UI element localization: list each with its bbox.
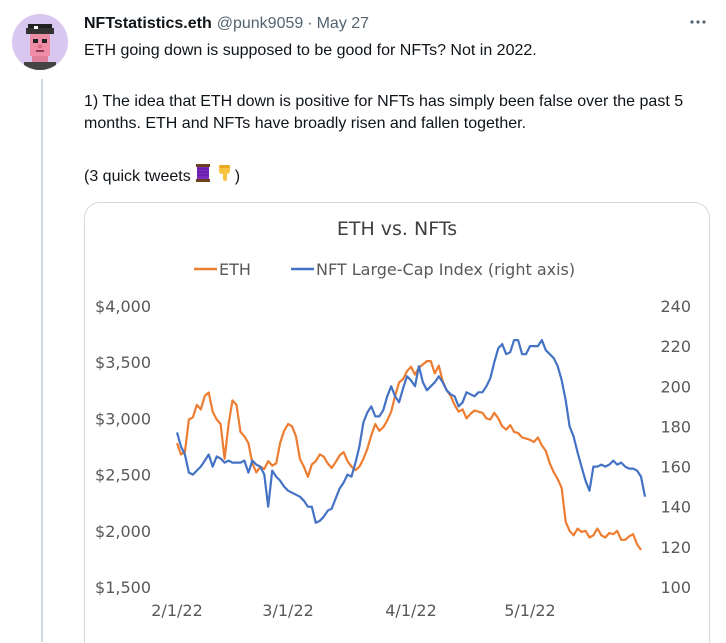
x-axis-tick-label: 3/1/22 xyxy=(262,601,314,620)
tweet-paragraph-3: (3 quick tweets ) xyxy=(84,163,240,190)
thread-connector-line xyxy=(41,79,43,642)
tweet-line-1: ETH going down is supposed to be good fo… xyxy=(84,42,537,59)
tweet-header: NFTstatistics.eth @punk9059 · May 27 xyxy=(84,12,710,36)
nft-index-series-line xyxy=(175,339,647,524)
right-axis-tick-label: 160 xyxy=(660,458,691,477)
right-axis-tick-label: 100 xyxy=(660,578,691,597)
chart-legend: ETH NFT Large-Cap Index (right axis) xyxy=(194,260,575,279)
x-axis-tick-label: 4/1/22 xyxy=(385,601,437,620)
more-options-icon[interactable] xyxy=(686,12,710,36)
quick-tweets-close: ) xyxy=(234,167,241,185)
eth-vs-nfts-chart: ETH vs. NFTs ETH NFT Large-Cap Index (ri… xyxy=(95,218,691,620)
right-axis-tick-label: 140 xyxy=(660,498,691,517)
left-axis-tick-label: $3,000 xyxy=(95,409,151,428)
chart-title: ETH vs. NFTs xyxy=(337,218,457,240)
chart-image-card[interactable]: ETH vs. NFTs ETH NFT Large-Cap Index (ri… xyxy=(84,202,710,643)
quick-tweets-text: (3 quick tweets xyxy=(84,167,191,185)
right-axis-tick-label: 240 xyxy=(660,297,691,316)
right-axis-tick-label: 180 xyxy=(660,417,691,436)
eth-series-line xyxy=(175,360,642,551)
left-axis-tick-label: $2,000 xyxy=(95,522,151,541)
thread-icon xyxy=(193,163,213,190)
legend-eth-label: ETH xyxy=(219,260,251,279)
right-axis-tick-label: 200 xyxy=(660,377,691,396)
avatar[interactable] xyxy=(12,14,68,70)
pointing-down-icon xyxy=(215,163,235,190)
tweet-paragraph-2: 1) The idea that ETH down is positive fo… xyxy=(84,93,684,132)
left-axis-tick-label: $3,500 xyxy=(95,353,151,372)
author-name[interactable]: NFTstatistics.eth xyxy=(84,15,212,32)
author-handle[interactable]: @punk9059 xyxy=(216,15,304,32)
x-axis-tick-label: 2/1/22 xyxy=(151,601,203,620)
left-axis-tick-label: $2,500 xyxy=(95,466,151,485)
separator-dot: · xyxy=(307,15,313,32)
left-axis-tick-label: $1,500 xyxy=(95,578,151,597)
left-axis-tick-label: $4,000 xyxy=(95,297,151,316)
tweet-date[interactable]: May 27 xyxy=(316,15,370,32)
x-axis-tick-label: 5/1/22 xyxy=(504,601,555,620)
right-axis-tick-label: 120 xyxy=(660,538,691,557)
punk-avatar-icon xyxy=(12,14,68,70)
right-axis-tick-label: 220 xyxy=(660,337,691,356)
legend-nft-label: NFT Large-Cap Index (right axis) xyxy=(316,260,575,279)
